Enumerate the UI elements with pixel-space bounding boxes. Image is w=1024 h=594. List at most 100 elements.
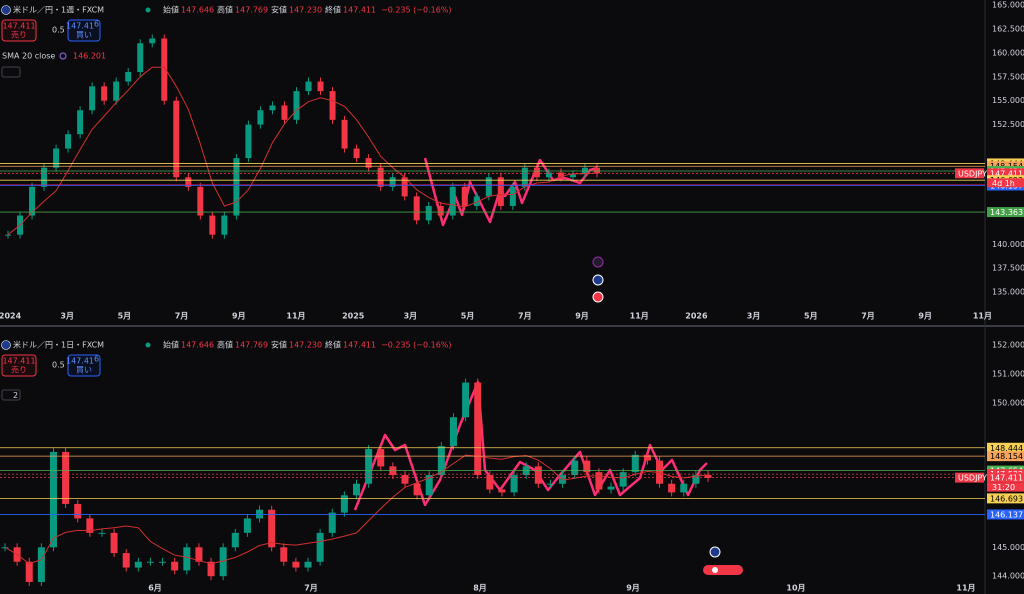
symbol-tag [955, 472, 984, 483]
sma-line [4, 454, 709, 565]
candle [25, 561, 33, 582]
price-tag-label: 146.137 [990, 510, 1023, 519]
candle [122, 553, 130, 568]
candle [425, 475, 433, 496]
price-axis-label: 137.500 [992, 264, 1024, 273]
candle [377, 167, 384, 187]
candle [533, 167, 540, 178]
candle [146, 561, 154, 563]
buy-price: 147.41 [66, 357, 94, 366]
candle [53, 148, 60, 168]
candle [545, 172, 552, 178]
candle [569, 174, 576, 178]
event-icons [592, 256, 743, 575]
price-axis-label: 150.000 [992, 398, 1024, 407]
ohlc-label: 高値 [217, 5, 233, 15]
flag-icon [1, 340, 11, 350]
buy-price: 147.41 [66, 22, 94, 31]
candle [221, 215, 228, 235]
candle [316, 532, 324, 562]
price-tag [987, 493, 1024, 504]
price-tag [987, 472, 1024, 483]
time-axis-label: 3月 [404, 312, 418, 321]
candle [607, 486, 615, 490]
buy-button[interactable] [67, 19, 101, 42]
candle [245, 124, 252, 159]
candle [449, 186, 456, 216]
sell-button[interactable] [1, 354, 37, 377]
candle [461, 186, 468, 206]
candle [317, 81, 324, 92]
status-dot [145, 342, 151, 348]
candle [413, 196, 420, 221]
sma-line [7, 66, 598, 236]
price-axis-label: 160.000 [992, 48, 1024, 57]
sell-button[interactable] [1, 19, 37, 42]
candle [510, 475, 518, 493]
time-axis-label: 9月 [918, 312, 932, 321]
candle [571, 460, 579, 476]
candle [305, 81, 312, 92]
ohlc-label: 安値 [271, 340, 287, 350]
candle [149, 38, 156, 44]
buy-button[interactable] [67, 354, 101, 377]
buy-label: 買い [76, 31, 92, 40]
candle [304, 561, 312, 568]
candle [49, 451, 57, 548]
candle [197, 186, 204, 216]
collapse-button[interactable] [1, 66, 21, 78]
price-axis-label: 140.000 [992, 240, 1024, 249]
ohlc-value: 147.411 [343, 6, 376, 15]
time-axis-label: 2025 [342, 312, 365, 321]
candle [497, 177, 504, 206]
price-tag [987, 509, 1024, 520]
candle [462, 382, 470, 418]
candle [692, 475, 700, 484]
time-axis-label: 11月 [973, 312, 992, 321]
candle [619, 472, 627, 487]
candle [183, 547, 191, 571]
candle [231, 532, 239, 548]
time-axis-label: 11月 [286, 312, 305, 321]
candle [137, 43, 144, 72]
candle [704, 475, 712, 478]
candle [110, 532, 118, 554]
price-tag-label: 147.411 [990, 169, 1023, 178]
candle [292, 561, 300, 568]
buy-label: 買い [76, 366, 92, 375]
candle [195, 547, 203, 562]
time-axis-label: 9月 [232, 312, 246, 321]
time-axis-label: 5月 [804, 312, 818, 321]
candle [29, 186, 36, 216]
collapse-button[interactable] [1, 389, 21, 401]
candle [534, 466, 542, 484]
time-axis-label: 7月 [518, 312, 532, 321]
candle [473, 196, 480, 206]
candle [171, 561, 179, 571]
symbol-tag-label: USDJPY [958, 169, 987, 178]
candle [485, 177, 492, 197]
candle [89, 86, 96, 111]
price-axis-label: 135.000 [992, 288, 1024, 297]
candle [41, 167, 48, 187]
price-tag-label: 148.154 [990, 452, 1023, 461]
buy-price-sup: 6 [94, 20, 99, 29]
candle [401, 177, 408, 197]
candle [546, 483, 554, 485]
candle [365, 158, 372, 168]
candle [401, 475, 409, 484]
candle [37, 547, 45, 582]
candle [328, 512, 336, 533]
price-tag-label: 146.693 [990, 494, 1023, 503]
price-axis-label: 152.500 [992, 120, 1024, 129]
price-axis-label: 152.000 [992, 341, 1024, 350]
symbol-tag [955, 168, 984, 179]
time-axis-label: 10月 [786, 584, 805, 593]
countdown-box [987, 178, 1024, 188]
candle [219, 547, 227, 577]
candle [269, 105, 276, 111]
candle [101, 86, 108, 101]
ohlc-label: 終値 [325, 340, 341, 350]
candle [643, 454, 651, 461]
